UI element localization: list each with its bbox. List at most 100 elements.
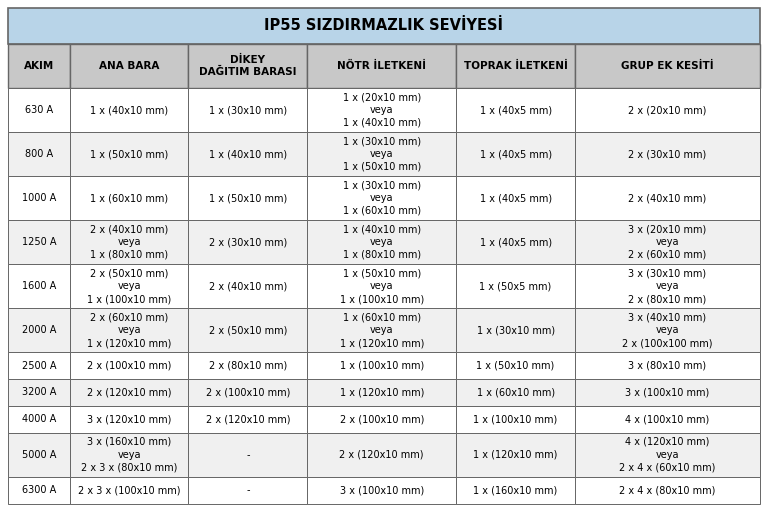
- Bar: [575, 176, 760, 220]
- Bar: [8, 220, 70, 264]
- Bar: [70, 132, 188, 176]
- Bar: [456, 220, 575, 264]
- Bar: [8, 433, 70, 477]
- Text: GRUP EK KESİTİ: GRUP EK KESİTİ: [621, 61, 713, 71]
- Bar: [8, 379, 70, 406]
- Text: 6300 A: 6300 A: [22, 485, 56, 495]
- Text: 2 x (50x10 mm): 2 x (50x10 mm): [209, 325, 287, 335]
- Bar: [456, 477, 575, 504]
- Bar: [70, 44, 188, 88]
- Bar: [307, 220, 456, 264]
- Bar: [70, 264, 188, 308]
- Bar: [575, 477, 760, 504]
- Text: 2 x (80x10 mm): 2 x (80x10 mm): [209, 360, 287, 371]
- Bar: [8, 88, 70, 132]
- Bar: [456, 176, 575, 220]
- Text: 1 x (30x10 mm): 1 x (30x10 mm): [209, 105, 287, 115]
- Bar: [188, 132, 307, 176]
- Bar: [188, 308, 307, 352]
- Text: 1 x (40x10 mm)
veya
1 x (80x10 mm): 1 x (40x10 mm) veya 1 x (80x10 mm): [343, 224, 421, 260]
- Text: 4 x (100x10 mm): 4 x (100x10 mm): [625, 414, 710, 424]
- Bar: [307, 88, 456, 132]
- Bar: [188, 88, 307, 132]
- Text: 3 x (40x10 mm)
veya
2 x (100x100 mm): 3 x (40x10 mm) veya 2 x (100x100 mm): [622, 312, 713, 348]
- Text: 1250 A: 1250 A: [22, 237, 56, 247]
- Text: 630 A: 630 A: [25, 105, 53, 115]
- Text: 3 x (30x10 mm)
veya
2 x (80x10 mm): 3 x (30x10 mm) veya 2 x (80x10 mm): [628, 268, 707, 304]
- Text: 1 x (100x10 mm): 1 x (100x10 mm): [339, 360, 424, 371]
- Text: 2500 A: 2500 A: [22, 360, 56, 371]
- Bar: [70, 220, 188, 264]
- Text: ANA BARA: ANA BARA: [99, 61, 159, 71]
- Text: 1600 A: 1600 A: [22, 281, 56, 291]
- Text: 4000 A: 4000 A: [22, 414, 56, 424]
- Text: 1 x (100x10 mm): 1 x (100x10 mm): [474, 414, 558, 424]
- Text: 1 x (120x10 mm): 1 x (120x10 mm): [473, 450, 558, 460]
- Bar: [456, 308, 575, 352]
- Bar: [307, 132, 456, 176]
- Text: -: -: [246, 485, 250, 495]
- Text: 1 x (50x10 mm): 1 x (50x10 mm): [90, 149, 168, 159]
- Text: 4 x (120x10 mm)
veya
2 x 4 x (60x10 mm): 4 x (120x10 mm) veya 2 x 4 x (60x10 mm): [619, 437, 716, 473]
- Bar: [8, 8, 760, 44]
- Text: 5000 A: 5000 A: [22, 450, 56, 460]
- Text: 1 x (30x10 mm)
veya
1 x (60x10 mm): 1 x (30x10 mm) veya 1 x (60x10 mm): [343, 180, 421, 216]
- Text: 2 x (30x10 mm): 2 x (30x10 mm): [209, 237, 287, 247]
- Bar: [456, 379, 575, 406]
- Bar: [188, 433, 307, 477]
- Text: 1 x (60x10 mm): 1 x (60x10 mm): [476, 388, 554, 397]
- Bar: [456, 264, 575, 308]
- Text: 1 x (50x5 mm): 1 x (50x5 mm): [479, 281, 551, 291]
- Bar: [8, 406, 70, 433]
- Text: 1 x (160x10 mm): 1 x (160x10 mm): [474, 485, 558, 495]
- Bar: [307, 406, 456, 433]
- Text: 2 x (100x10 mm): 2 x (100x10 mm): [339, 414, 424, 424]
- Text: IP55 SIZDIRMAZLIK SEVİYESİ: IP55 SIZDIRMAZLIK SEVİYESİ: [264, 18, 504, 33]
- Bar: [456, 44, 575, 88]
- Bar: [575, 352, 760, 379]
- Text: 2 x (40x10 mm)
veya
1 x (80x10 mm): 2 x (40x10 mm) veya 1 x (80x10 mm): [90, 224, 168, 260]
- Bar: [70, 406, 188, 433]
- Bar: [70, 433, 188, 477]
- Bar: [8, 477, 70, 504]
- Text: 1 x (40x10 mm): 1 x (40x10 mm): [209, 149, 287, 159]
- Text: 1 x (40x5 mm): 1 x (40x5 mm): [479, 237, 551, 247]
- Text: 2 x (40x10 mm): 2 x (40x10 mm): [628, 193, 707, 203]
- Bar: [8, 308, 70, 352]
- Bar: [307, 44, 456, 88]
- Bar: [70, 88, 188, 132]
- Bar: [456, 406, 575, 433]
- Text: 2 x 4 x (80x10 mm): 2 x 4 x (80x10 mm): [619, 485, 716, 495]
- Text: 2 x (100x10 mm): 2 x (100x10 mm): [87, 360, 171, 371]
- Bar: [188, 220, 307, 264]
- Text: 1 x (120x10 mm): 1 x (120x10 mm): [339, 388, 424, 397]
- Text: 1 x (50x10 mm): 1 x (50x10 mm): [209, 193, 287, 203]
- Bar: [188, 352, 307, 379]
- Bar: [8, 44, 70, 88]
- Bar: [307, 477, 456, 504]
- Bar: [456, 352, 575, 379]
- Text: 2 x (120x10 mm): 2 x (120x10 mm): [87, 388, 171, 397]
- Text: 1 x (30x10 mm): 1 x (30x10 mm): [476, 325, 554, 335]
- Bar: [188, 379, 307, 406]
- Text: AKIM: AKIM: [24, 61, 54, 71]
- Bar: [575, 433, 760, 477]
- Text: DİKEY
DAĞITIM BARASI: DİKEY DAĞITIM BARASI: [199, 54, 296, 77]
- Bar: [575, 88, 760, 132]
- Text: 3 x (100x10 mm): 3 x (100x10 mm): [339, 485, 424, 495]
- Text: 3 x (80x10 mm): 3 x (80x10 mm): [628, 360, 707, 371]
- Bar: [70, 176, 188, 220]
- Text: 1 x (40x10 mm): 1 x (40x10 mm): [90, 105, 168, 115]
- Bar: [188, 406, 307, 433]
- Bar: [575, 308, 760, 352]
- Bar: [8, 352, 70, 379]
- Text: 3 x (120x10 mm): 3 x (120x10 mm): [87, 414, 171, 424]
- Text: 1 x (30x10 mm)
veya
1 x (50x10 mm): 1 x (30x10 mm) veya 1 x (50x10 mm): [343, 136, 421, 172]
- Bar: [70, 308, 188, 352]
- Text: 1 x (40x5 mm): 1 x (40x5 mm): [479, 193, 551, 203]
- Text: 2 x 3 x (100x10 mm): 2 x 3 x (100x10 mm): [78, 485, 180, 495]
- Text: 2 x (30x10 mm): 2 x (30x10 mm): [628, 149, 707, 159]
- Text: 1 x (20x10 mm)
veya
1 x (40x10 mm): 1 x (20x10 mm) veya 1 x (40x10 mm): [343, 92, 421, 128]
- Text: 1 x (60x10 mm): 1 x (60x10 mm): [90, 193, 168, 203]
- Bar: [8, 176, 70, 220]
